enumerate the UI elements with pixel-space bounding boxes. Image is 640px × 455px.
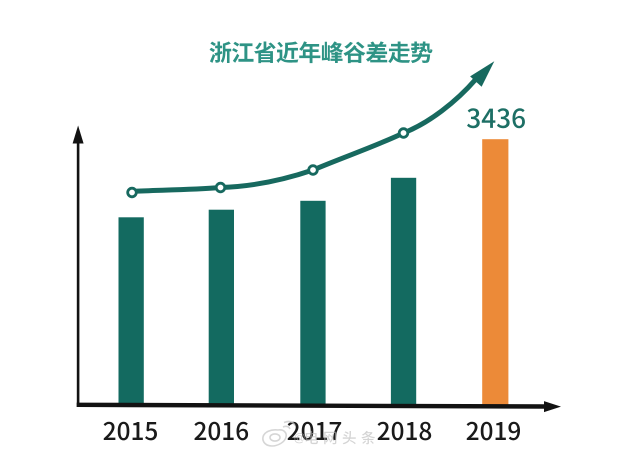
svg-text:@: @ bbox=[294, 431, 306, 445]
